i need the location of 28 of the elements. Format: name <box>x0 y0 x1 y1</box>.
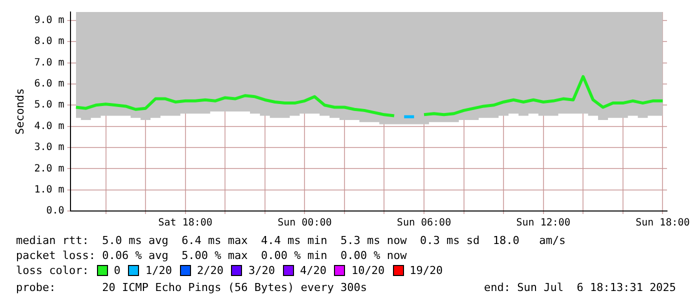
text: median rtt: 5.0 ms avg 6.4 ms max 4.4 ms min 5.3 ms now 0.3 ms sd 18.0 am/s <box>16 233 566 248</box>
y-tick-label: 6.0 m <box>34 78 64 90</box>
x-tick-label: Sat 18:00 <box>158 218 212 229</box>
y-tick-label: 8.0 m <box>34 36 64 48</box>
y-tick-label: 7.0 m <box>34 57 64 68</box>
legend-label: 1/20 <box>145 264 172 277</box>
legend-label: 4/20 <box>300 264 326 277</box>
legend-label: 3/20 <box>248 264 275 277</box>
text: packet loss: 0.06 % avg 5.00 % max 0.00 % min 0.00 % now <box>16 248 407 263</box>
legend-label: 10/20 <box>351 264 385 277</box>
legend-label: 0 <box>114 264 120 277</box>
y-tick-label: 3.0 m <box>34 142 64 154</box>
legend-title: loss color: <box>16 264 89 277</box>
y-axis-title: Seconds <box>13 88 26 135</box>
y-tick-label: 1.0 m <box>34 184 64 196</box>
legend-label: 19/20 <box>410 264 443 277</box>
x-tick-label: Sun 06:00 <box>396 218 452 229</box>
x-tick-label: Sun 12:00 <box>516 218 570 229</box>
x-tick-label: Sun 00:00 <box>278 218 332 229</box>
legend-label: 2/20 <box>196 264 224 277</box>
y-tick-label: 2.0 m <box>34 163 64 174</box>
y-tick-label: 9.0 m <box>34 15 64 26</box>
x-tick-label: Sun 18:00 <box>636 218 690 229</box>
y-tick-label: 0.0 <box>46 206 64 217</box>
text: end: Sun Jul 6 18:13:31 2025 <box>484 280 676 295</box>
y-tick-label: 4.0 m <box>34 120 64 132</box>
y-tick-label: 5.0 m <box>34 100 64 111</box>
text: probe: 20 ICMP Echo Pings (56 Bytes) every 300s <box>16 280 367 295</box>
